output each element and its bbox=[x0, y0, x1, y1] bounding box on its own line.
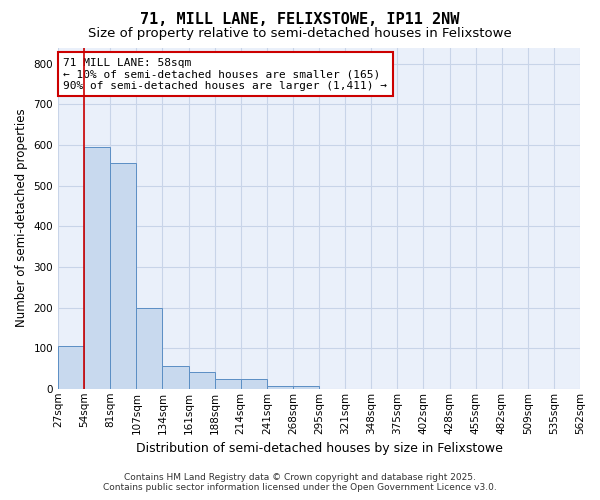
Bar bbox=[84, 147, 110, 389]
Bar bbox=[188, 372, 215, 389]
Bar bbox=[58, 346, 84, 389]
Text: Size of property relative to semi-detached houses in Felixstowe: Size of property relative to semi-detach… bbox=[88, 28, 512, 40]
Bar bbox=[293, 386, 319, 389]
Text: 71 MILL LANE: 58sqm
← 10% of semi-detached houses are smaller (165)
90% of semi-: 71 MILL LANE: 58sqm ← 10% of semi-detach… bbox=[63, 58, 387, 91]
X-axis label: Distribution of semi-detached houses by size in Felixstowe: Distribution of semi-detached houses by … bbox=[136, 442, 502, 455]
Y-axis label: Number of semi-detached properties: Number of semi-detached properties bbox=[15, 109, 28, 328]
Bar bbox=[241, 378, 267, 389]
Bar bbox=[215, 378, 241, 389]
Bar bbox=[136, 308, 163, 389]
Text: 71, MILL LANE, FELIXSTOWE, IP11 2NW: 71, MILL LANE, FELIXSTOWE, IP11 2NW bbox=[140, 12, 460, 28]
Bar bbox=[163, 366, 188, 389]
Bar bbox=[110, 164, 136, 389]
Text: Contains HM Land Registry data © Crown copyright and database right 2025.
Contai: Contains HM Land Registry data © Crown c… bbox=[103, 473, 497, 492]
Bar bbox=[267, 386, 293, 389]
